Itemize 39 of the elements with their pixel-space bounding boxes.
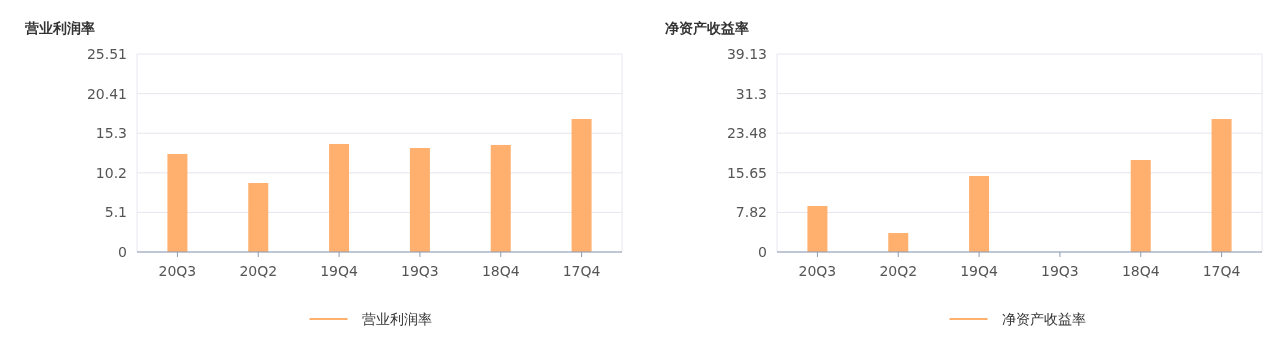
bar <box>409 147 430 252</box>
y-tick-label: 7.82 <box>735 204 767 221</box>
x-tick-label: 19Q3 <box>401 263 439 279</box>
bar <box>1130 160 1151 252</box>
x-tick-label: 20Q2 <box>239 263 278 279</box>
chart-title: 营业利润率 <box>24 20 95 36</box>
y-tick-label: 31.3 <box>735 85 767 102</box>
y-tick-label: 39.13 <box>726 46 767 62</box>
chart-title: 净资产收益率 <box>665 20 749 36</box>
x-tick-label: 17Q4 <box>1202 263 1241 279</box>
x-tick-label: 20Q3 <box>158 263 197 279</box>
y-tick-label: 0 <box>118 244 127 260</box>
bar <box>888 233 909 252</box>
y-tick-label: 23.48 <box>726 125 767 142</box>
bar <box>248 183 269 252</box>
bar <box>1211 119 1232 252</box>
x-tick-label: 20Q3 <box>798 263 837 279</box>
x-tick-label: 18Q4 <box>481 263 520 279</box>
y-tick-label: 15.3 <box>95 125 127 142</box>
y-tick-label: 25.51 <box>86 46 127 62</box>
x-tick-label: 20Q2 <box>879 263 918 279</box>
bar <box>571 118 592 252</box>
bar <box>167 153 188 252</box>
y-tick-label: 10.2 <box>95 164 127 181</box>
legend-label: 净资产收益率 <box>1001 311 1086 327</box>
y-tick-label: 5.1 <box>104 204 127 221</box>
x-tick-label: 17Q4 <box>562 263 601 279</box>
bar <box>807 206 828 252</box>
y-tick-label: 15.65 <box>726 164 767 181</box>
legend-label: 营业利润率 <box>361 311 432 327</box>
x-tick-label: 18Q4 <box>1121 263 1160 279</box>
y-tick-label: 0 <box>758 244 767 260</box>
bar <box>329 143 350 252</box>
x-tick-label: 19Q4 <box>960 263 999 279</box>
x-tick-label: 19Q4 <box>320 263 359 279</box>
bar <box>490 144 511 252</box>
x-tick-label: 19Q3 <box>1041 263 1079 279</box>
y-tick-label: 20.41 <box>86 85 127 102</box>
bar <box>969 176 990 252</box>
